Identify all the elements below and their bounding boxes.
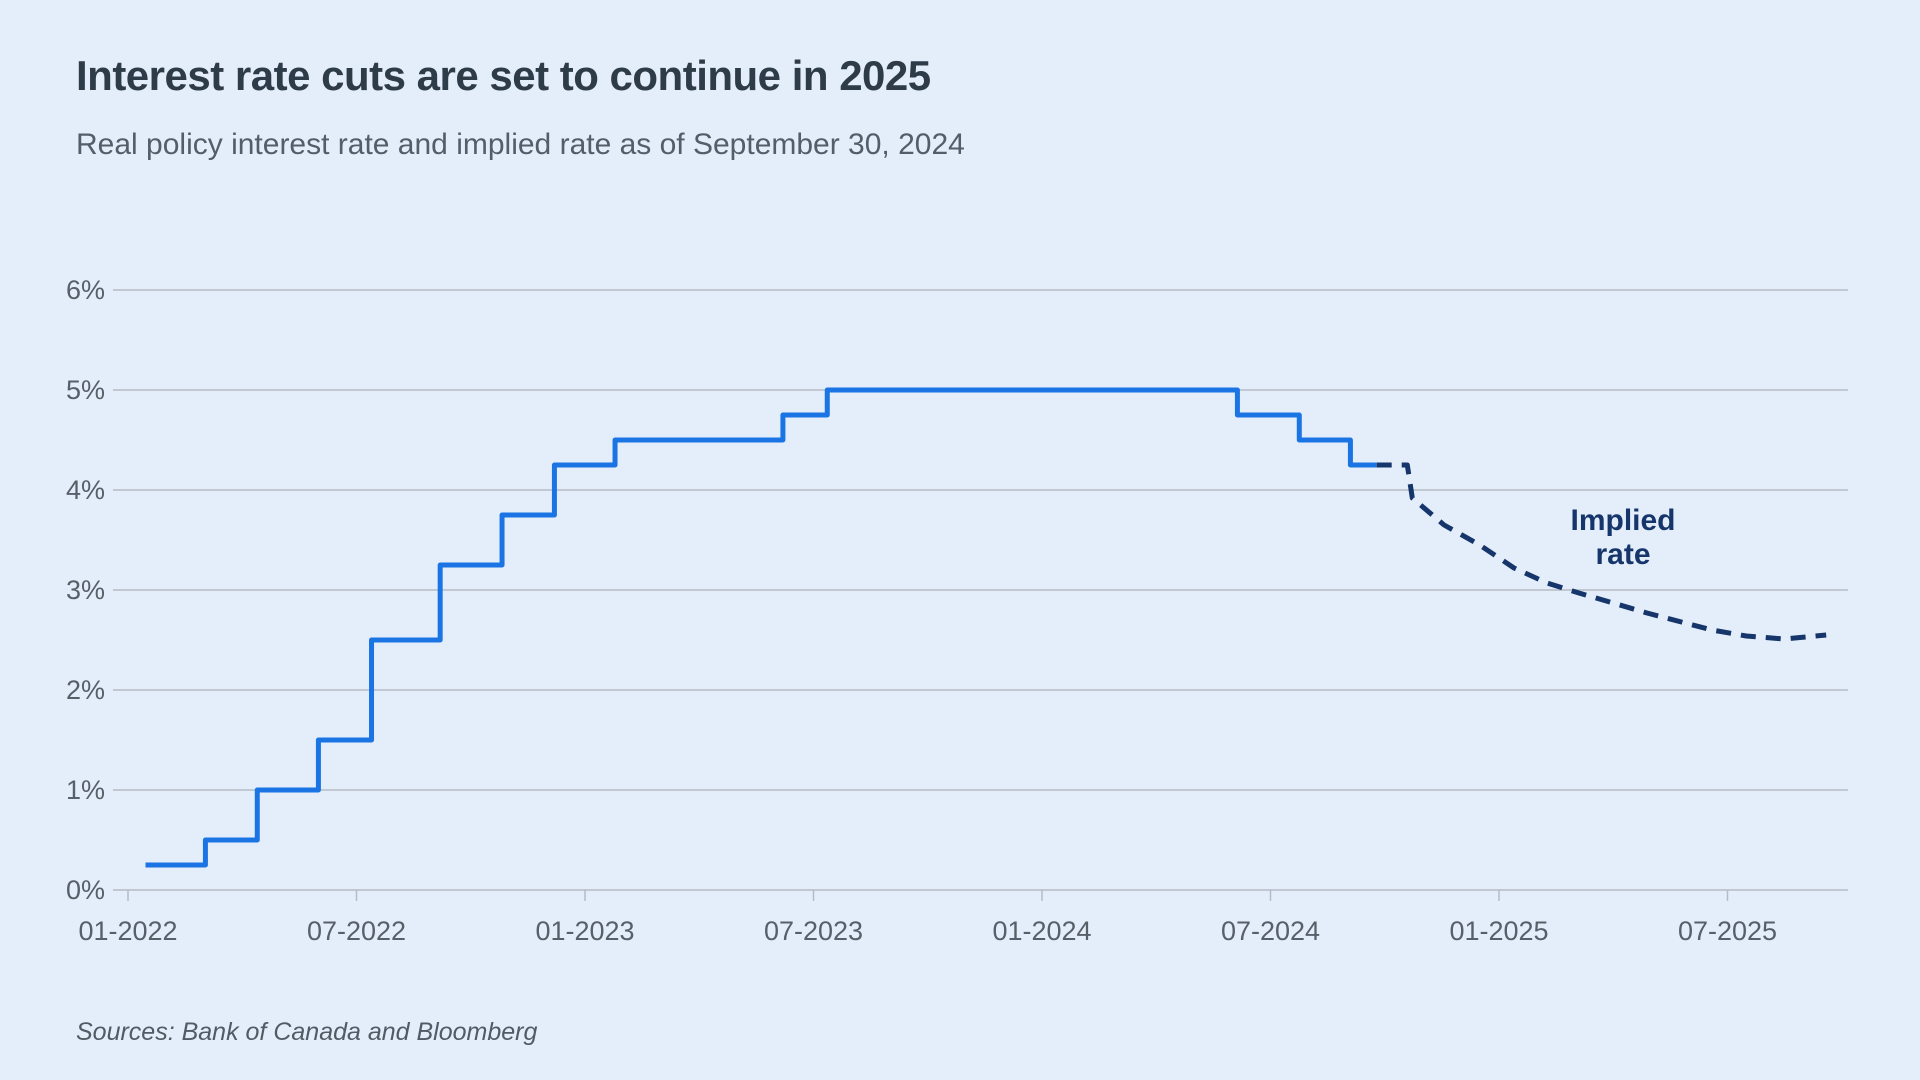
implied-rate-line (1376, 462, 1827, 642)
y-axis-label: 0% (66, 875, 105, 905)
implied-rate-annotation: Implied rate (1520, 504, 1726, 572)
y-axis-label: 6% (66, 275, 105, 305)
x-axis-label: 01-2025 (1449, 916, 1548, 946)
y-axis-label: 2% (66, 675, 105, 705)
x-axis-label: 07-2025 (1678, 916, 1777, 946)
chart-title: Interest rate cuts are set to continue i… (76, 52, 931, 99)
x-axis-label: 07-2022 (307, 916, 406, 946)
chart-subtitle: Real policy interest rate and implied ra… (76, 128, 965, 161)
y-axis-labels: 0% 1% 2% 3% 4% 5% 6% (66, 275, 105, 905)
x-axis-label: 01-2022 (78, 916, 177, 946)
x-axis-labels: 01-2022 07-2022 01-2023 07-2023 01-2024 07-20… (78, 916, 1777, 946)
annotation-line-2: rate (1595, 538, 1651, 571)
y-axis-label: 4% (66, 475, 105, 505)
y-axis-label: 5% (66, 375, 105, 405)
sources-note: Sources: Bank of Canada and Bloomberg (76, 1018, 538, 1046)
x-axis-label: 07-2024 (1221, 916, 1320, 946)
gridlines (113, 289, 1848, 901)
y-axis-label: 1% (66, 775, 105, 805)
annotation-line-1: Implied (1570, 504, 1676, 537)
policy-rate-line (145, 387, 1377, 868)
y-axis-label: 3% (66, 575, 105, 605)
x-axis-label: 01-2024 (992, 916, 1091, 946)
x-axis-label: 07-2023 (764, 916, 863, 946)
x-axis-label: 01-2023 (535, 916, 634, 946)
